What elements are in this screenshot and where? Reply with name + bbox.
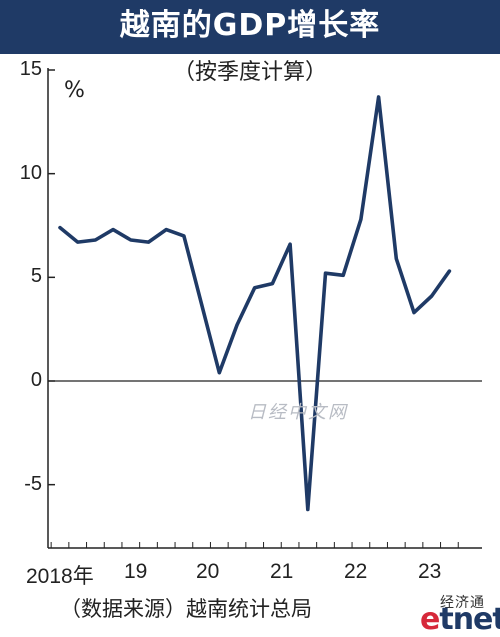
y-tick-label: 0 [30,369,42,391]
data-point [253,286,257,290]
chart-title: 越南的GDP增长率 [119,8,381,43]
data-point [288,242,292,246]
y-tick-label: 10 [19,161,42,184]
data-point [217,371,221,375]
x-tick-label: 20 [196,560,220,583]
y-tick-label: 15 [19,58,42,80]
data-point [164,228,168,232]
data-point [200,302,204,306]
data-point [235,323,239,327]
x-tick-label: 2018年 [26,565,94,588]
watermark: 日经中文网 [248,402,348,423]
data-point [270,282,274,286]
data-point [58,226,62,230]
data-point [76,240,80,244]
data-point [377,95,381,99]
x-tick-label: 23 [418,560,442,583]
data-point [394,257,398,261]
etnet-logo: etnet [420,602,500,637]
data-source: （数据来源）越南统计总局 [60,597,312,621]
gdp-growth-line [58,95,452,512]
y-tick-label: 5 [30,265,42,288]
data-point [147,240,150,244]
data-point [182,234,186,238]
logo-caption: 经济通 [440,595,485,611]
x-tick-label: 19 [124,560,148,583]
data-point [324,271,327,275]
chart-subtitle: （按季度计算） [172,60,327,85]
data-point [111,228,115,232]
data-point [129,238,133,242]
x-tick-label: 21 [270,560,294,583]
title-bar [0,0,500,54]
y-tick-label: -5 [24,472,42,495]
data-point [341,273,345,277]
data-point [359,217,363,221]
y-unit-label: % [64,78,85,103]
data-point [447,269,451,273]
data-point [412,311,416,315]
data-point [93,238,97,242]
data-point [430,294,434,298]
x-tick-label: 22 [344,560,368,583]
data-point [306,508,310,512]
